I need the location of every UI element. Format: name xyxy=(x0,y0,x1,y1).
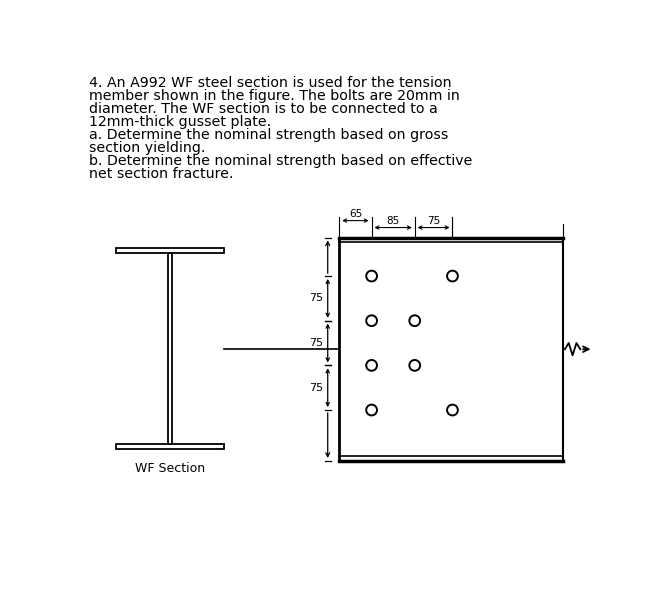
Bar xyxy=(116,248,224,253)
Text: 4. An A992 WF steel section is used for the tension: 4. An A992 WF steel section is used for … xyxy=(89,76,452,90)
Text: section yielding.: section yielding. xyxy=(89,141,205,155)
Bar xyxy=(168,253,172,444)
Text: 75: 75 xyxy=(427,216,440,226)
Text: member shown in the figure. The bolts are 20mm in: member shown in the figure. The bolts ar… xyxy=(89,89,460,103)
Text: a. Determine the nominal strength based on gross: a. Determine the nominal strength based … xyxy=(89,128,448,142)
Bar xyxy=(116,444,224,449)
Text: 65: 65 xyxy=(349,209,362,219)
Circle shape xyxy=(447,404,458,415)
Circle shape xyxy=(366,316,377,326)
Text: diameter. The WF section is to be connected to a: diameter. The WF section is to be connec… xyxy=(89,102,438,116)
Bar xyxy=(339,238,562,461)
Text: 85: 85 xyxy=(387,216,399,226)
Text: 12mm-thick gusset plate.: 12mm-thick gusset plate. xyxy=(89,115,271,129)
Text: WF Section: WF Section xyxy=(135,461,205,475)
Text: 75: 75 xyxy=(309,293,323,304)
Text: 75: 75 xyxy=(309,338,323,348)
Circle shape xyxy=(409,360,420,371)
Text: net section fracture.: net section fracture. xyxy=(89,167,234,181)
Circle shape xyxy=(366,360,377,371)
Circle shape xyxy=(366,271,377,281)
Text: 75: 75 xyxy=(309,383,323,392)
Circle shape xyxy=(366,404,377,415)
Circle shape xyxy=(447,271,458,281)
Circle shape xyxy=(409,316,420,326)
Text: b. Determine the nominal strength based on effective: b. Determine the nominal strength based … xyxy=(89,154,472,169)
